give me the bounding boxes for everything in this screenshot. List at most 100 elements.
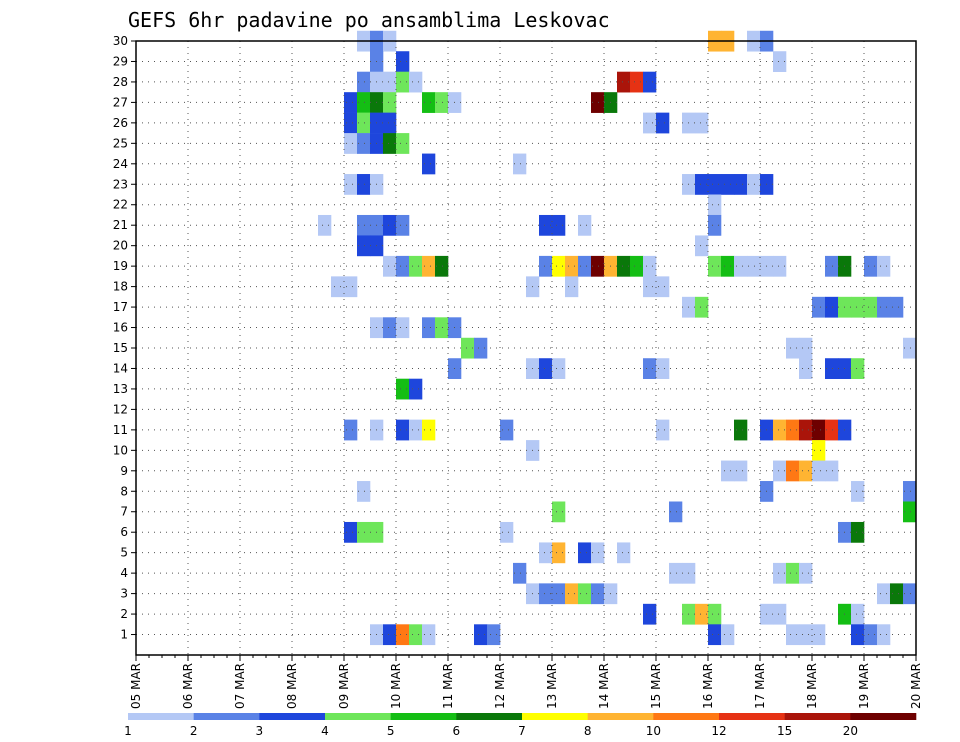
legend-label: 1	[124, 724, 132, 738]
precip-cell	[383, 133, 397, 154]
precip-cell	[396, 624, 410, 646]
precip-cell	[643, 603, 657, 625]
precip-cell	[435, 317, 449, 339]
precip-cell	[539, 358, 553, 379]
precip-cell	[344, 112, 358, 134]
y-tick-label: 6	[120, 525, 128, 539]
precip-cell	[773, 603, 787, 625]
precip-cell	[617, 71, 631, 93]
x-tick-label: 05 MAR	[129, 663, 143, 709]
precip-cell	[851, 296, 865, 318]
precip-cell	[357, 521, 371, 543]
precip-cell	[396, 51, 410, 72]
legend-swatch	[128, 713, 194, 720]
precip-cell	[383, 71, 397, 93]
y-tick-label: 12	[113, 402, 128, 416]
x-tick-label: 11 MAR	[441, 663, 455, 709]
legend-swatch	[653, 713, 720, 720]
y-tick-label: 24	[113, 157, 128, 171]
precip-cell	[513, 153, 527, 175]
precip-cell	[799, 337, 813, 359]
precip-cell	[812, 419, 826, 441]
precip-cell	[396, 419, 410, 441]
precip-cell	[851, 603, 865, 625]
precip-cell	[695, 296, 709, 318]
x-tick-label: 18 MAR	[805, 663, 819, 709]
precip-cell	[721, 624, 735, 646]
precip-cell	[903, 583, 917, 605]
precip-cell	[708, 194, 722, 216]
precip-cell	[383, 92, 397, 113]
precip-cell	[825, 419, 839, 441]
precip-cell	[383, 624, 397, 646]
x-tick-label: 15 MAR	[649, 663, 663, 709]
precip-cell	[617, 255, 631, 277]
precip-cell	[591, 583, 605, 605]
precip-cell	[578, 255, 592, 277]
precip-cell	[734, 255, 748, 277]
precip-cell	[695, 112, 709, 134]
precip-cell	[435, 92, 449, 113]
precip-cell	[708, 174, 722, 195]
precip-cell	[877, 583, 891, 605]
precip-cell	[552, 501, 566, 523]
precip-cell	[773, 419, 787, 441]
precip-cell	[409, 419, 423, 441]
precip-cell	[903, 481, 917, 502]
precip-cell	[643, 276, 657, 298]
y-tick-label: 16	[113, 321, 128, 335]
precip-cell	[708, 624, 722, 646]
x-tick-label: 20 MAR	[909, 663, 923, 709]
y-axis: 1234567891011121314151617181920212223242…	[113, 34, 136, 642]
legend-label: 7	[518, 724, 526, 738]
precip-cell	[552, 214, 566, 236]
precip-cell	[890, 296, 904, 318]
precip-cell	[890, 583, 904, 605]
precip-cell	[643, 255, 657, 277]
y-tick-label: 27	[113, 95, 128, 109]
precip-cell	[734, 460, 748, 482]
precip-cell	[747, 174, 761, 195]
precip-cell	[578, 583, 592, 605]
precip-cell	[552, 358, 566, 379]
precip-cell	[396, 214, 410, 236]
legend-label: 5	[387, 724, 395, 738]
legend-swatch	[719, 713, 785, 720]
precip-cell	[864, 255, 878, 277]
x-tick-label: 07 MAR	[233, 663, 247, 709]
precip-cell	[578, 214, 592, 236]
precip-cell	[591, 255, 605, 277]
precip-cell	[331, 276, 345, 298]
precip-cell	[409, 624, 423, 646]
precip-cell	[409, 255, 423, 277]
precip-cell	[708, 603, 722, 625]
y-tick-label: 11	[113, 423, 128, 437]
precip-cell	[357, 214, 371, 236]
y-tick-label: 30	[113, 34, 128, 48]
precip-cell	[578, 542, 592, 564]
x-axis: 05 MAR 06 MAR 07 MAR 08 MAR 09 MAR 10 MAR 11 M…	[129, 655, 923, 709]
precip-cell	[643, 358, 657, 379]
precip-cell	[825, 358, 839, 379]
precip-cell	[513, 562, 527, 584]
precip-cell	[357, 174, 371, 195]
precip-cell	[357, 133, 371, 154]
precip-cell	[825, 296, 839, 318]
legend-label: 20	[843, 724, 858, 738]
precip-cell	[630, 71, 644, 93]
precip-cell	[851, 481, 865, 502]
precip-cell	[383, 255, 397, 277]
precip-cell	[786, 460, 800, 482]
precip-cell	[552, 542, 566, 564]
precip-cell	[396, 255, 410, 277]
precip-cell	[552, 583, 566, 605]
x-tick-label: 16 MAR	[701, 663, 715, 709]
precip-cell	[747, 255, 761, 277]
precip-cell	[422, 624, 436, 646]
precip-cell	[396, 133, 410, 154]
precip-cell	[422, 255, 436, 277]
precip-cell	[799, 419, 813, 441]
legend-label: 2	[190, 724, 198, 738]
y-tick-label: 19	[113, 259, 128, 273]
y-tick-label: 25	[113, 136, 128, 150]
